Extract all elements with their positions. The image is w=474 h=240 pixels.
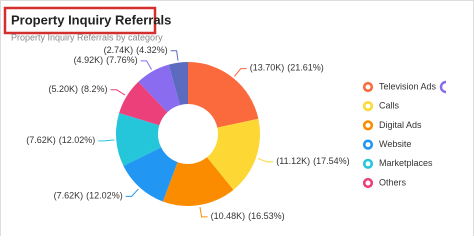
value-label: (7.62K): [54, 191, 84, 201]
legend-more[interactable]: [439, 80, 447, 94]
value-label: (10.48K): [211, 211, 246, 221]
leader-line: [98, 139, 115, 142]
data-label: (7.62K) (12.02%): [26, 135, 95, 145]
leader-line: [199, 206, 208, 218]
percent-label: (4.32%): [136, 45, 168, 55]
leader-line: [140, 60, 152, 70]
legend-label[interactable]: Calls: [379, 101, 400, 111]
percent-label: (7.76%): [106, 55, 138, 65]
percent-label: (21.61%): [287, 63, 324, 73]
slice: [168, 62, 188, 106]
data-label: (2.74K) (4.32%): [104, 45, 168, 55]
data-label: (7.62K) (12.02%): [54, 191, 123, 201]
chart-title: Property Inquiry Referrals: [11, 12, 171, 27]
legend-icon[interactable]: [362, 139, 374, 150]
slice: [162, 157, 234, 206]
value-label: (4.92K): [74, 55, 104, 65]
slice: [123, 147, 178, 202]
leader-line: [257, 158, 274, 163]
legend-label[interactable]: Digital Ads: [379, 120, 422, 130]
value-label: (2.74K): [104, 45, 134, 55]
chart-subtitle: Property Inquiry Referrals by category: [11, 32, 163, 42]
percent-label: (12.02%): [86, 191, 123, 201]
percent-label: (12.02%): [59, 135, 96, 145]
percent-label: (17.54%): [313, 156, 350, 166]
percent-label: (8.2%): [81, 84, 108, 94]
leader-line: [125, 188, 139, 197]
legend-label[interactable]: Television Ads: [379, 81, 437, 91]
legend-icon[interactable]: [362, 177, 374, 189]
value-label: (13.70K): [250, 63, 285, 73]
percent-label: (16.53%): [248, 211, 285, 221]
title-highlight: [3, 6, 157, 35]
leader-line: [110, 89, 126, 96]
data-label: (4.92K) (7.76%): [74, 55, 138, 65]
slice: [138, 64, 180, 113]
data-label: (10.48K) (16.53%): [211, 211, 285, 221]
leader-line: [170, 50, 179, 61]
value-label: (11.12K): [276, 156, 310, 166]
value-label: (7.62K): [26, 135, 56, 145]
legend-icon[interactable]: [362, 81, 374, 93]
value-label: (5.20K): [49, 84, 79, 94]
data-label: (11.12K) (17.54%): [276, 156, 349, 166]
leader-line: [234, 68, 247, 77]
legend-label[interactable]: Website: [379, 139, 411, 149]
slice: [115, 112, 162, 166]
legend-label[interactable]: Others: [379, 177, 407, 187]
legend-icon[interactable]: [362, 120, 374, 131]
legend-label[interactable]: Marketplaces: [379, 158, 433, 168]
legend-icon[interactable]: [362, 158, 374, 169]
data-label: (13.70K) (21.61%): [250, 63, 324, 73]
legend-icon[interactable]: [362, 101, 374, 112]
slice: [119, 81, 168, 126]
data-label: (5.20K) (8.2%): [49, 84, 108, 94]
slice: [206, 118, 260, 190]
slice: [188, 62, 259, 128]
